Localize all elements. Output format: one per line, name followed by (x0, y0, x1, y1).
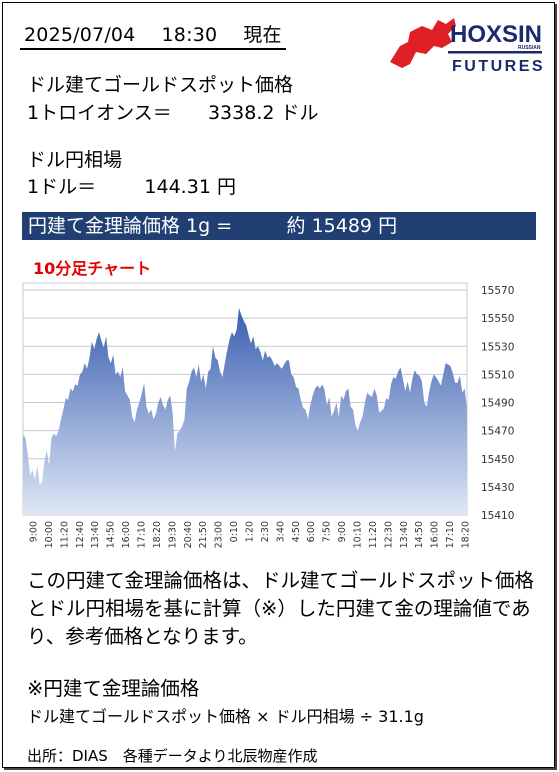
formula-title: ※円建て金理論価格 (27, 677, 200, 700)
gold-value: 3338.2 (207, 102, 275, 124)
now-label: 現在 (243, 24, 282, 46)
yen-price-value: 15489 (311, 215, 373, 237)
logo-main-text: HOXSIN (450, 21, 542, 48)
y-tick-label: 15450 (481, 454, 514, 466)
x-tick-label: 0:10 (229, 521, 240, 542)
yen-price-bar: 円建て金理論価格 1g = 約 15489 円 (22, 212, 536, 240)
x-tick-label: 13:40 (399, 521, 410, 548)
x-tick-label: 18:20 (152, 521, 163, 548)
x-tick-label: 11:20 (368, 521, 379, 548)
x-tick-label: 6:00 (306, 521, 317, 542)
y-tick-label: 15470 (481, 426, 514, 438)
gold-unit: ドル (280, 102, 319, 124)
gold-unit-label: 1トロイオンス＝ (27, 102, 172, 124)
price-area-series (23, 308, 467, 515)
y-tick-label: 15530 (481, 341, 514, 353)
x-tick-label: 12:30 (383, 521, 394, 548)
fx-unit-label: 1ドル＝ (27, 176, 97, 198)
formula-text: ドル建てゴールドスポット価格 × ドル円相場 ÷ 31.1g (27, 707, 424, 726)
x-tick-label: 12:40 (75, 521, 86, 548)
chart-title: 10分足チャート (33, 259, 152, 278)
x-tick-label: 3:40 (275, 521, 286, 542)
x-tick-label: 10:00 (44, 521, 55, 548)
x-tick-label: 23:00 (214, 521, 225, 548)
x-tick-label: 17:10 (445, 521, 456, 548)
x-tick-label: 4:50 (291, 521, 302, 542)
y-tick-label: 15430 (481, 482, 514, 494)
russia-map-icon (390, 18, 456, 68)
fx-value: 144.31 (144, 176, 211, 198)
x-tick-label: 9:00 (29, 521, 40, 542)
x-tick-label: 13:40 (90, 521, 101, 548)
source-note: 出所：DIAS 各種データより北辰物産作成 (27, 747, 318, 765)
hoxsin-logo: HOXSIN RUSSIAN FUTURES (390, 18, 544, 75)
x-tick-label: 11:20 (59, 521, 70, 548)
gold-title: ドル建てゴールドスポット価格 (27, 74, 294, 96)
x-tick-label: 14:50 (414, 521, 425, 548)
fx-unit: 円 (216, 176, 236, 198)
x-tick-label: 1:20 (245, 521, 256, 542)
x-tick-label: 7:50 (322, 521, 333, 542)
yen-price-approx: 約 (286, 215, 306, 237)
x-tick-label: 2:30 (260, 521, 271, 542)
x-tick-label: 10:10 (353, 521, 364, 548)
y-tick-label: 15490 (481, 398, 514, 410)
x-tick-label: 21:50 (198, 521, 209, 548)
fx-title: ドル円相場 (27, 149, 123, 171)
logo-small-text: RUSSIAN (518, 45, 541, 51)
price-chart: 15410 15430 15450 15470 15490 15510 15530 15550… (22, 282, 514, 548)
x-tick-label: 16:00 (121, 521, 132, 548)
time-text: 18:30 (161, 24, 218, 46)
yen-price-unit: 円 (378, 215, 398, 237)
y-tick-label: 15410 (481, 510, 514, 522)
y-tick-label: 15510 (481, 369, 514, 381)
yen-price-label: 円建て金理論価格 1g = (28, 215, 233, 237)
x-tick-label: 17:10 (137, 521, 148, 548)
y-tick-label: 15550 (481, 313, 514, 325)
timestamp: 2025/07/04 18:30 現在 (20, 20, 286, 50)
x-tick-label: 16:00 (430, 521, 441, 548)
x-tick-label: 14:50 (106, 521, 117, 548)
gold-price-row: 1トロイオンス＝ 3338.2 ドル (27, 98, 319, 125)
x-tick-label: 20:40 (183, 521, 194, 548)
x-tick-label: 9:00 (337, 521, 348, 542)
x-tick-label: 18:20 (461, 521, 472, 548)
y-tick-label: 15570 (481, 285, 514, 297)
explanation-text: この円建て金理論価格は、ドル建てゴールドスポット価格とドル円相場を基に計算（※）… (27, 569, 535, 648)
date-text: 2025/07/04 (24, 24, 136, 46)
logo-subtext: FUTURES (452, 58, 544, 75)
fx-rate-row: 1ドル＝ 144.31 円 (27, 172, 236, 199)
x-tick-label: 19:30 (167, 521, 178, 548)
